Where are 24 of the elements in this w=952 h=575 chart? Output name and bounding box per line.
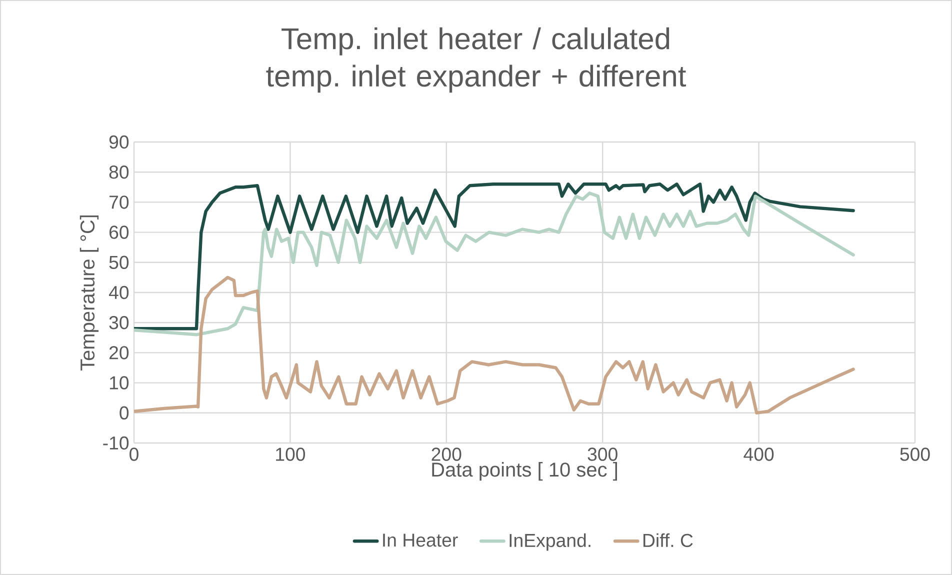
y-tick-label: 20	[109, 346, 129, 360]
y-tick-label: 80	[109, 165, 129, 179]
y-tick-label: 90	[109, 135, 129, 149]
x-axis-title: Data points [ 10 sec ]	[432, 462, 617, 481]
legend-label: In Heater	[383, 534, 458, 547]
legend-label: InExpand.	[510, 533, 590, 551]
x-tick-label: 0	[130, 448, 138, 461]
y-tick-label: 10	[110, 376, 129, 390]
y-tick-label: 40	[108, 286, 129, 300]
y-tick-label: 0	[120, 406, 129, 420]
y-tick-label: 50	[109, 256, 129, 270]
x-tick-label: 500	[900, 448, 930, 461]
y-axis-title: Temperature [ °C]	[80, 215, 99, 371]
x-tick-label: 100	[276, 448, 306, 461]
x-tick-label: 200	[432, 448, 462, 461]
line-series	[134, 276, 855, 414]
y-tick-label: 60	[110, 226, 129, 239]
x-tick-label: 300	[588, 448, 618, 461]
y-tick-label: 30	[109, 316, 129, 330]
y-tick-label: -10	[103, 436, 129, 450]
x-tick-label: 400	[744, 448, 774, 461]
legend-label: Diff. C	[644, 533, 693, 548]
chart-title: Temp. inlet heater / calulated temp. inlet expander + different	[266, 27, 686, 93]
y-tick-label: 70	[110, 196, 129, 209]
